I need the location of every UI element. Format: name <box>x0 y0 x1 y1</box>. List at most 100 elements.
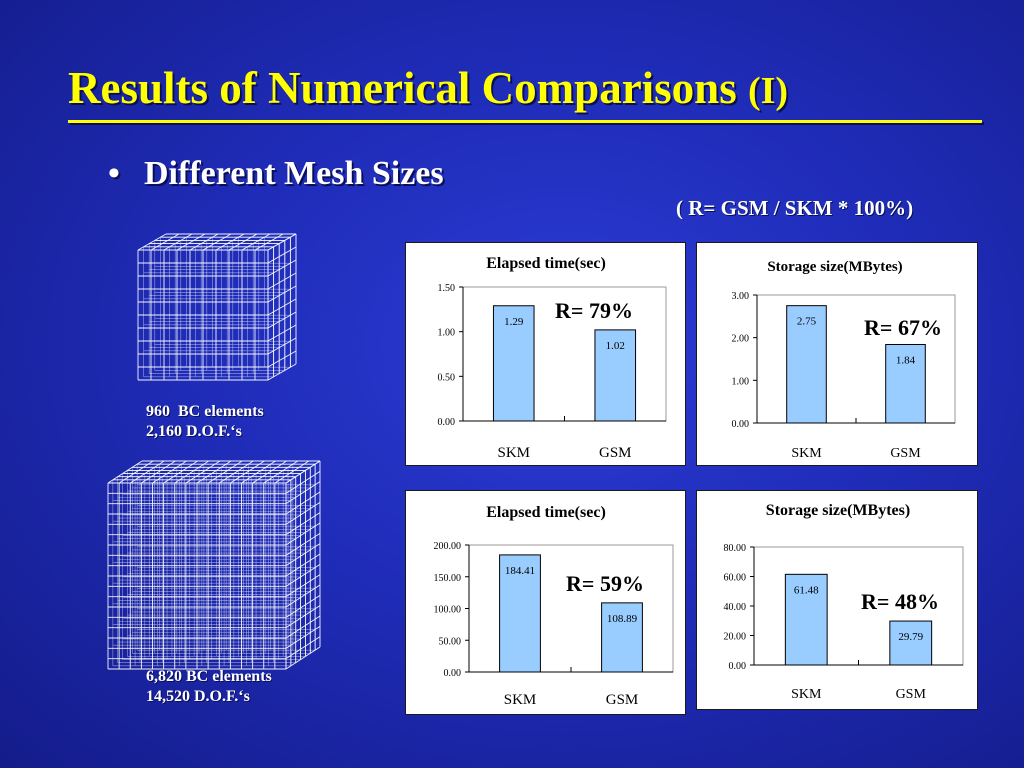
mesh-line <box>174 460 209 484</box>
mesh-line <box>285 625 321 649</box>
y-tick-label: 150.00 <box>434 573 462 584</box>
mesh-line <box>285 460 321 484</box>
bar-skm <box>784 573 828 666</box>
chart-panel-elapsed-small: Elapsed time(sec) 0.00 0.50 1.00 1.50 1.29 SKM… <box>405 242 686 466</box>
chart-storage-large: Storage size(MBytes) 0.00 20.00 40.00 60.00 8… <box>724 502 964 702</box>
mesh-line <box>252 460 287 484</box>
bar-value-label: 108.89 <box>607 613 638 625</box>
mesh-line <box>228 233 258 251</box>
chart-panel-storage-small: Storage size(MBytes) 0.00 1.00 2.00 3.00 2.75… <box>696 242 978 466</box>
small-mesh-image <box>137 233 297 381</box>
ratio-annotation: R= 59% <box>566 571 644 596</box>
mesh-line <box>285 491 321 515</box>
large-mesh-elements: 6,820 BC elements <box>146 668 272 685</box>
chart-elapsed-large: Elapsed time(sec) 0.00 50.00 100.00 150.00 20… <box>434 504 674 708</box>
y-tick-label: 40.00 <box>724 602 747 613</box>
mesh-line <box>285 470 321 494</box>
small-mesh-caption: 960 BC elements 2,160 D.O.F.‘s <box>146 402 264 442</box>
mesh-line <box>207 460 243 484</box>
mesh-line <box>230 460 265 484</box>
mesh-line <box>285 605 321 629</box>
y-tick-label: 20.00 <box>724 632 747 643</box>
mesh-line <box>267 285 297 303</box>
category-label: GSM <box>599 445 632 461</box>
slide-title: Results of Numerical Comparisons (I) <box>68 62 788 114</box>
mesh-depth-layer <box>127 470 306 657</box>
mesh-line <box>267 259 297 277</box>
mesh-line <box>189 233 219 251</box>
mesh-line <box>185 460 221 484</box>
small-mesh-elements: 960 BC elements <box>146 403 264 420</box>
ratio-annotation: R= 67% <box>864 315 942 340</box>
y-tick-label: 100.00 <box>434 605 462 616</box>
y-tick-label: 2.00 <box>732 334 750 345</box>
category-label: SKM <box>504 692 537 708</box>
chart-title: Elapsed time(sec) <box>486 504 606 521</box>
mesh-line <box>263 460 298 484</box>
bar-gsm <box>594 329 637 422</box>
large-mesh-caption: 6,820 BC elements 14,520 D.O.F.‘s <box>146 667 272 707</box>
mesh-line <box>285 522 321 546</box>
mesh-line <box>118 460 154 484</box>
mesh-depth-layer <box>136 463 316 651</box>
mesh-line <box>285 532 321 556</box>
bar-value-label: 61.48 <box>794 584 819 596</box>
y-tick-label: 1.00 <box>438 328 456 339</box>
bar-skm <box>499 554 541 673</box>
chart-panel-elapsed-large: Elapsed time(sec) 0.00 50.00 100.00 150.00 20… <box>405 490 686 715</box>
mesh-line <box>152 460 187 484</box>
category-label: GSM <box>606 692 639 708</box>
mesh-line <box>267 363 297 381</box>
mesh-line <box>274 460 310 484</box>
mesh-line <box>241 460 276 484</box>
mesh-line <box>130 460 165 484</box>
bar-gsm <box>601 602 643 673</box>
chart-panel-storage-large: Storage size(MBytes) 0.00 20.00 40.00 60.00 8… <box>696 490 978 710</box>
small-mesh-dof: 2,160 D.O.F.‘s <box>146 423 242 440</box>
mesh-lines <box>137 233 297 381</box>
large-mesh-image <box>107 460 321 670</box>
mesh-line <box>285 615 321 639</box>
chart-title: Elapsed time(sec) <box>486 255 606 272</box>
mesh-line <box>176 233 206 251</box>
bar-value-label: 1.02 <box>606 340 625 352</box>
y-tick-label: 0.00 <box>438 417 456 428</box>
mesh-line <box>267 337 297 355</box>
bullet-text: Different Mesh Sizes <box>144 155 444 192</box>
chart-title: Storage size(MBytes) <box>767 259 902 275</box>
y-tick-label: 0.00 <box>444 668 462 679</box>
mesh-line <box>267 272 297 290</box>
bar-gsm <box>885 343 926 424</box>
category-label: SKM <box>791 687 822 702</box>
bar-value-label: 1.29 <box>504 316 524 328</box>
large-mesh-dof: 14,520 D.O.F.‘s <box>146 688 250 705</box>
mesh-line <box>285 584 321 608</box>
bar-skm <box>786 305 827 424</box>
mesh-line <box>285 481 321 505</box>
y-tick-label: 1.50 <box>438 283 456 294</box>
mesh-line <box>215 233 245 251</box>
mesh-depth-layer <box>117 476 297 664</box>
mesh-line <box>137 233 167 251</box>
bar-skm <box>492 305 535 422</box>
category-label: GSM <box>896 687 927 702</box>
y-tick-label: 0.00 <box>732 419 750 430</box>
bar-value-label: 1.84 <box>896 354 916 366</box>
category-label: GSM <box>890 446 921 461</box>
y-tick-label: 200.00 <box>434 541 462 552</box>
bar-value-label: 184.41 <box>505 565 535 577</box>
ratio-annotation: R= 48% <box>861 589 939 614</box>
mesh-line <box>285 594 321 618</box>
chart-elapsed-small: Elapsed time(sec) 0.00 0.50 1.00 1.50 1.29 SKM… <box>438 255 667 461</box>
chart-storage-small: Storage size(MBytes) 0.00 1.00 2.00 3.00 2.75… <box>732 259 956 461</box>
category-label: SKM <box>791 446 822 461</box>
y-tick-label: 60.00 <box>724 573 747 584</box>
mesh-line <box>107 460 143 484</box>
mesh-line <box>267 350 297 368</box>
mesh-line <box>285 574 321 598</box>
mesh-line <box>267 233 297 251</box>
y-tick-label: 1.00 <box>732 376 750 387</box>
mesh-line <box>219 460 254 484</box>
title-underline <box>68 120 982 123</box>
category-label: SKM <box>497 445 530 461</box>
